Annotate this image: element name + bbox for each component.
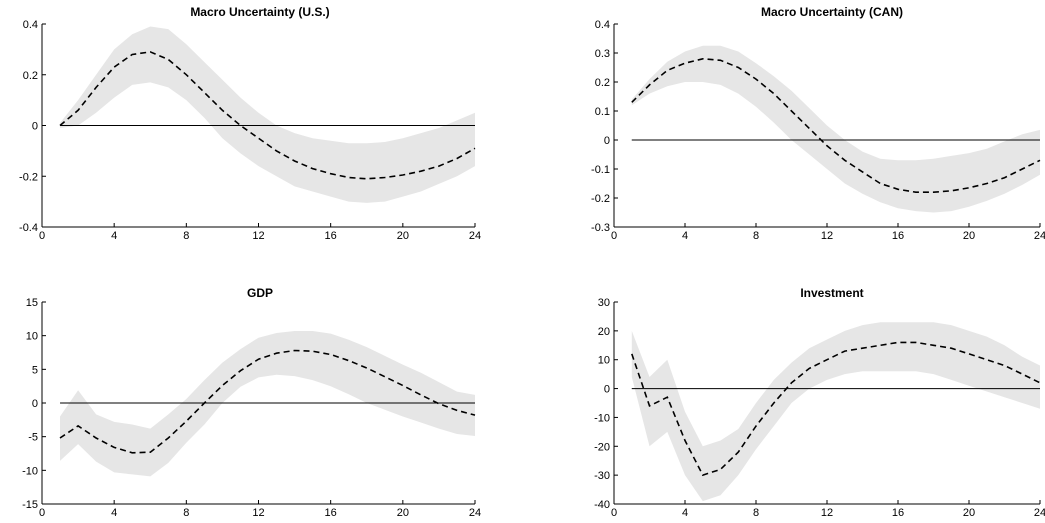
series-line	[631, 341, 1041, 477]
plot-area: 0 4 8 12 16 20 24 -0.3 -0.2 -0.1 0 0.1 0.2 0.3 0.4	[591, 19, 1045, 242]
plot-area: 0 4 8 12 16 20 24 -15 -10 -5 0 5 10 15	[22, 297, 481, 519]
x-tick-label: 12	[821, 507, 833, 519]
plot-area: 0 4 8 12 16 20 24 -40 -30 -20 -10 0 10 20 30	[594, 297, 1045, 519]
series-line	[631, 57, 1041, 193]
y-tick-label: -0.3	[591, 222, 610, 234]
panel-investment: Investment 0 4 8 12 16 20 24 -40 -30 -20 -10 0 10 20 3…	[594, 286, 1045, 519]
y-tick-label: 0	[604, 135, 610, 147]
y-tick-label: 10	[598, 355, 610, 367]
x-tick-label: 12	[821, 230, 833, 242]
y-tick-label: -40	[594, 499, 610, 511]
y-tick-label: -20	[594, 441, 610, 453]
confidence-band	[60, 26, 475, 203]
y-tick-label: -0.1	[591, 164, 610, 176]
panel-title: Macro Uncertainty (U.S.)	[190, 5, 329, 19]
x-tick-label: 0	[611, 230, 617, 242]
y-tick-label: 20	[598, 326, 610, 338]
x-tick-label: 12	[252, 230, 264, 242]
x-tick-label: 0	[39, 507, 45, 519]
x-tick-label: 8	[183, 230, 189, 242]
x-tick-label: 24	[469, 230, 481, 242]
x-tick-label: 20	[963, 230, 975, 242]
y-tick-label: 0.2	[23, 70, 38, 82]
panel-macro-uncertainty-us: Macro Uncertainty (U.S.) 0 4 8 12 16 20 24 -0.4…	[19, 5, 481, 242]
y-tick-label: 0	[32, 121, 38, 133]
panel-title: Macro Uncertainty (CAN)	[761, 5, 903, 19]
confidence-band	[631, 45, 1040, 213]
x-tick-label: 8	[183, 507, 189, 519]
y-tick-label: -0.4	[19, 222, 38, 234]
y-tick-label: 0.1	[595, 106, 610, 118]
series-line	[59, 349, 476, 454]
y-tick-label: -30	[594, 470, 610, 482]
confidence-band	[631, 322, 1040, 502]
x-tick-label: 16	[325, 507, 337, 519]
y-tick-label: 0.3	[595, 48, 610, 60]
x-tick-label: 24	[1034, 507, 1045, 519]
y-tick-label: 30	[598, 297, 610, 309]
x-tick-label: 4	[682, 230, 688, 242]
series-line	[59, 51, 476, 180]
x-tick-label: 4	[111, 230, 117, 242]
x-tick-label: 0	[39, 230, 45, 242]
plot-area: 0 4 8 12 16 20 24 -0.4 -0.2 0 0.2 0.4	[19, 19, 481, 242]
x-tick-label: 16	[325, 230, 337, 242]
x-tick-label: 0	[611, 507, 617, 519]
x-tick-label: 16	[892, 230, 904, 242]
panel-title: Investment	[800, 286, 863, 300]
x-tick-label: 4	[111, 507, 117, 519]
panel-gdp: GDP 0 4 8 12 16 20 24 -15 -10 -5 0 5 10 15	[22, 286, 481, 519]
y-tick-label: 0.4	[595, 19, 610, 31]
y-tick-label: -15	[22, 499, 38, 511]
x-tick-label: 8	[753, 230, 759, 242]
x-tick-label: 20	[963, 507, 975, 519]
y-tick-label: -0.2	[19, 171, 38, 183]
y-tick-label: -5	[28, 432, 38, 444]
y-tick-label: 0.4	[23, 19, 38, 31]
y-tick-label: -10	[22, 465, 38, 477]
x-tick-label: 20	[397, 230, 409, 242]
x-tick-label: 12	[252, 507, 264, 519]
confidence-band	[60, 331, 475, 477]
x-tick-label: 4	[682, 507, 688, 519]
y-tick-label: -10	[594, 412, 610, 424]
x-tick-label: 8	[753, 507, 759, 519]
y-tick-label: 0	[604, 384, 610, 396]
y-tick-label: 0	[32, 398, 38, 410]
x-tick-label: 24	[469, 507, 481, 519]
panel-title: GDP	[247, 286, 273, 300]
y-tick-label: 0.2	[595, 77, 610, 89]
x-tick-label: 16	[892, 507, 904, 519]
y-tick-label: 15	[26, 297, 38, 309]
y-tick-label: -0.2	[591, 193, 610, 205]
x-tick-label: 24	[1034, 230, 1045, 242]
y-tick-label: 10	[26, 331, 38, 343]
y-tick-label: 5	[32, 364, 38, 376]
x-tick-label: 20	[397, 507, 409, 519]
panel-macro-uncertainty-can: Macro Uncertainty (CAN) 0 4 8 12 16 20 24 -0.3 -…	[591, 5, 1045, 242]
